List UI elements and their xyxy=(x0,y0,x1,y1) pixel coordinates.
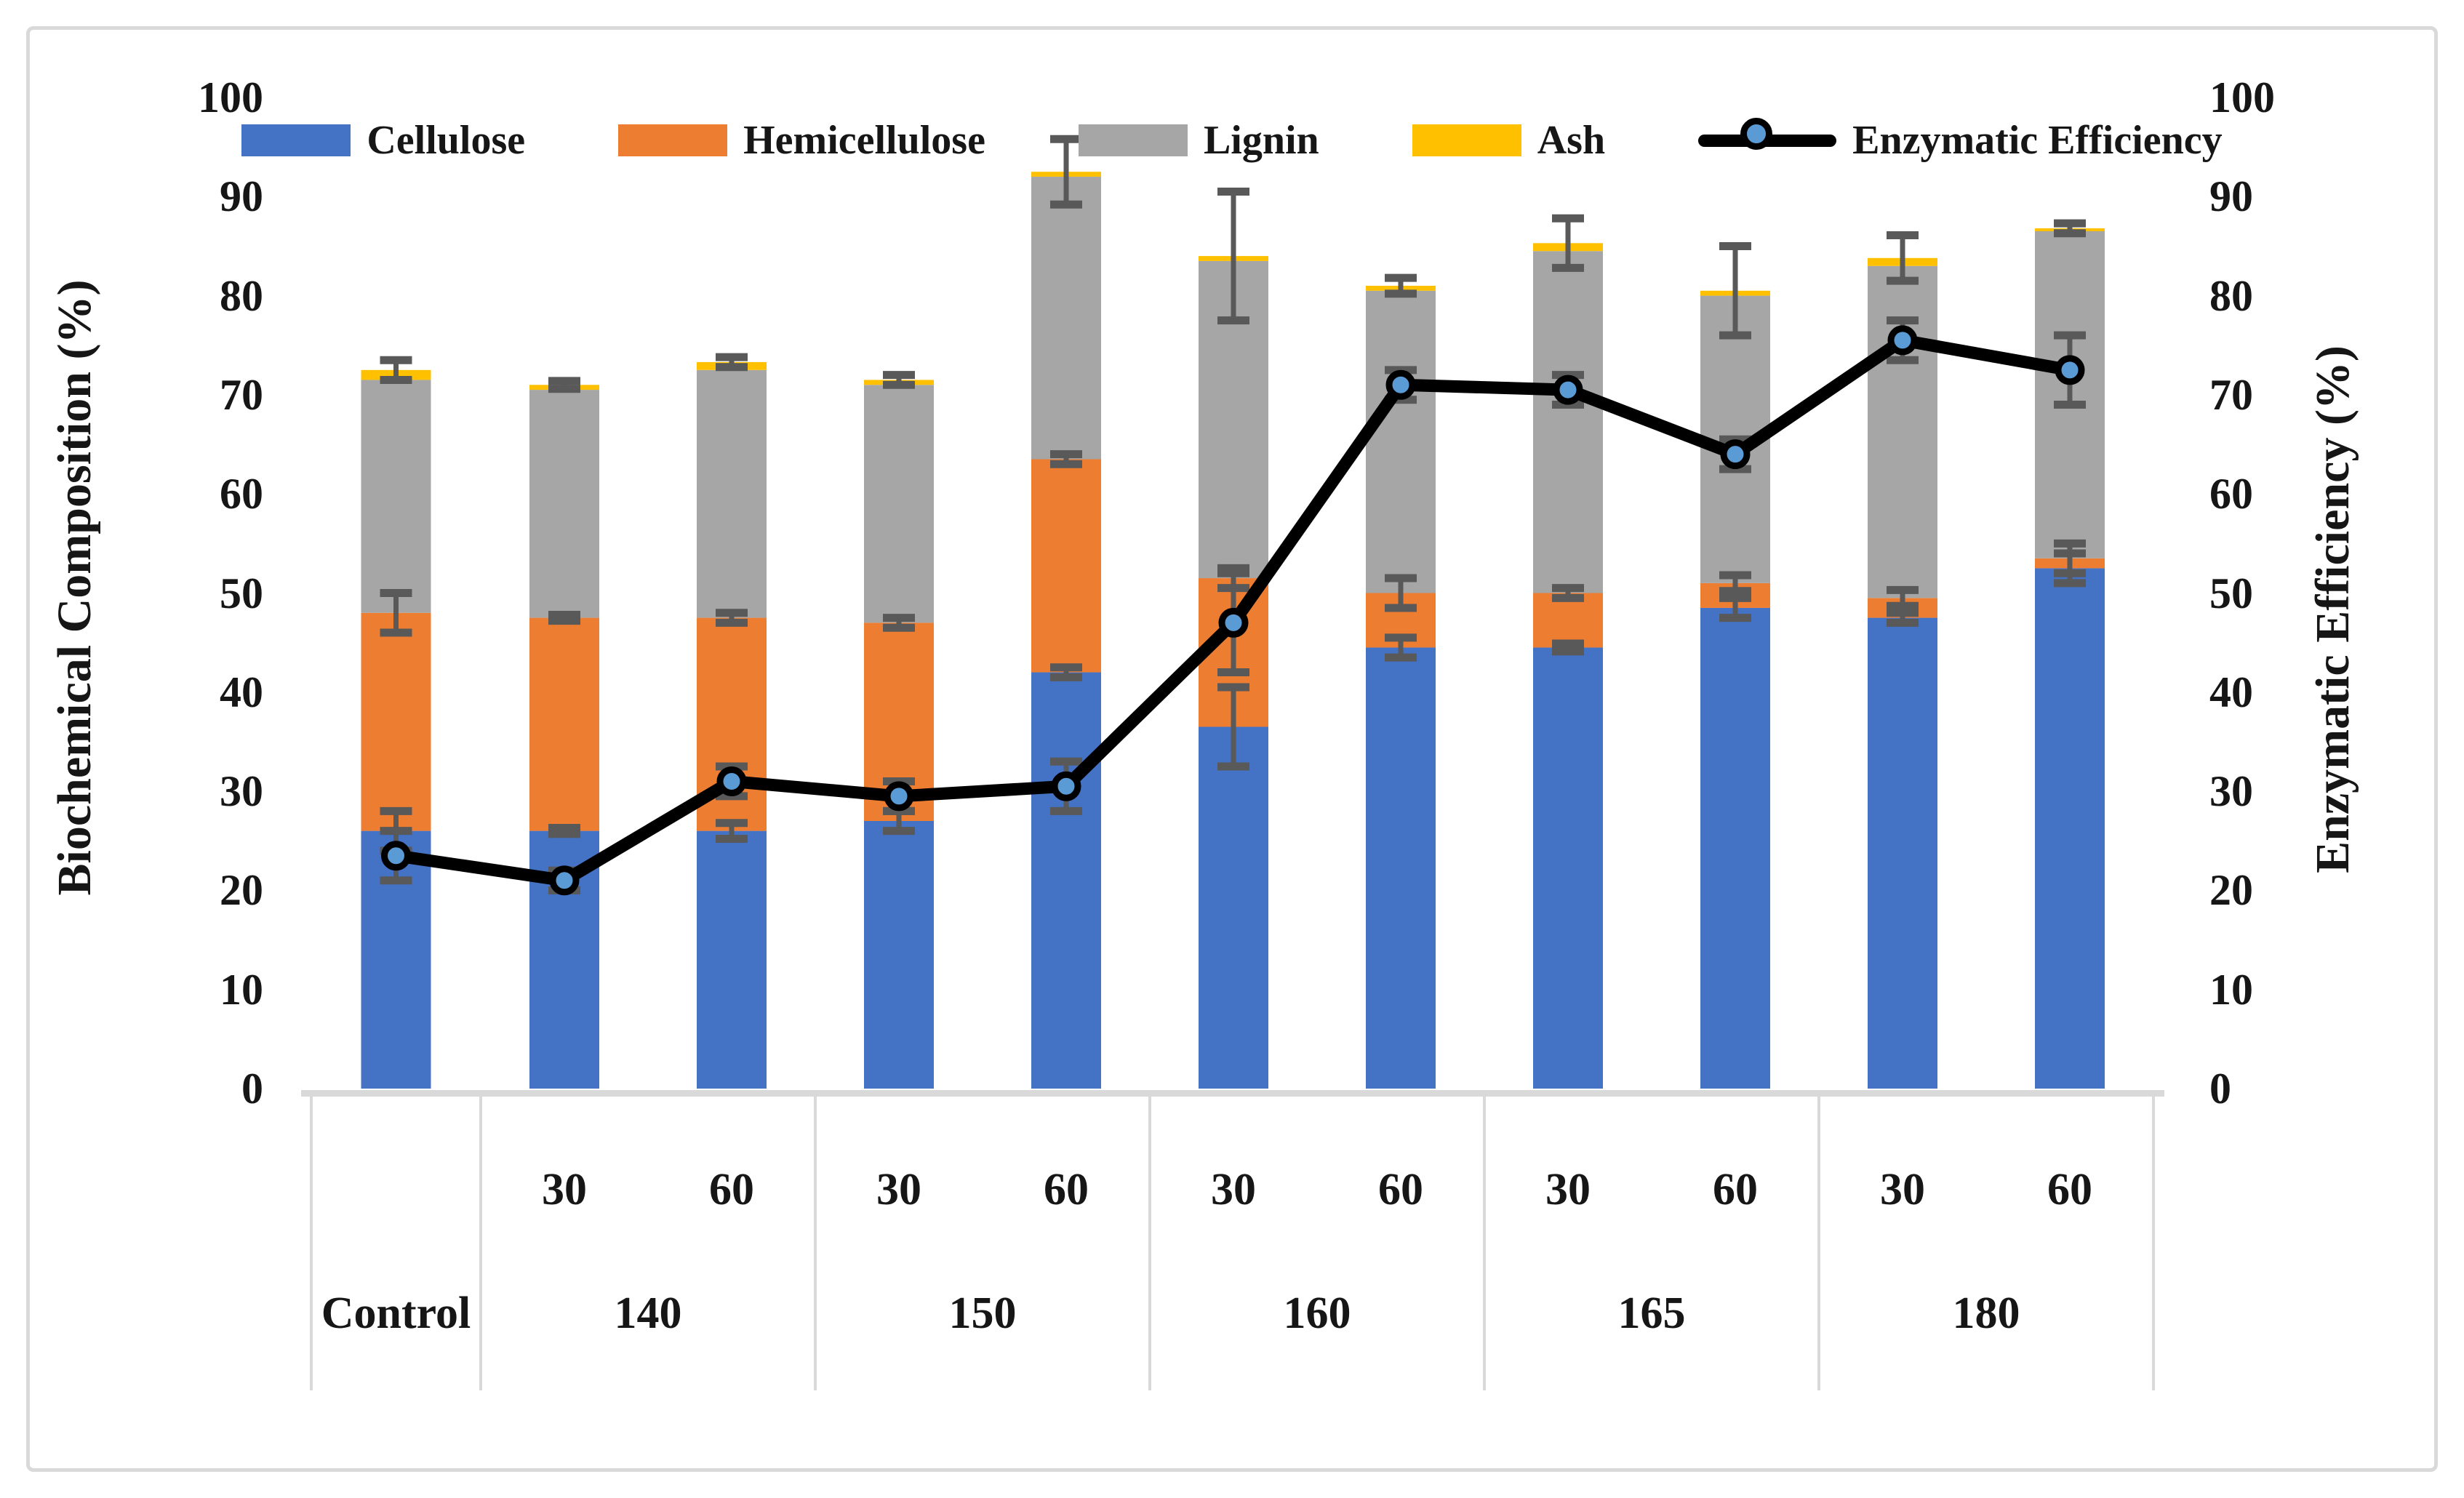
time-label-10: 60 xyxy=(2047,1165,2092,1214)
right-tick-30: 30 xyxy=(2209,767,2253,816)
bar-segment-cellulose-8 xyxy=(1700,607,1770,1089)
group-label-180: 180 xyxy=(1952,1289,2020,1338)
left-tick-50: 50 xyxy=(220,569,263,617)
left-tick-70: 70 xyxy=(220,370,263,419)
bar-segment-cellulose-7 xyxy=(1533,647,1603,1089)
bar-segment-cellulose-4 xyxy=(1031,672,1101,1089)
efficiency-marker-10 xyxy=(2055,355,2085,385)
bar-segment-cellulose-6 xyxy=(1366,647,1436,1089)
legend-item-ash: Ash xyxy=(1412,115,1605,166)
left-tick-80: 80 xyxy=(220,271,263,320)
right-tick-20: 20 xyxy=(2209,866,2253,915)
legend-item-cellulose: Cellulose xyxy=(241,115,525,166)
legend-swatch-cellulose xyxy=(241,124,351,156)
legend-line-marker-icon xyxy=(1698,118,1837,157)
left-tick-40: 40 xyxy=(220,668,263,716)
bar-segment-cellulose-5 xyxy=(1199,726,1268,1089)
efficiency-marker-3 xyxy=(884,781,914,812)
bar-segment-hemicellulose-1 xyxy=(529,617,599,831)
value-axis-line xyxy=(301,1090,2164,1097)
right-tick-10: 10 xyxy=(2209,965,2253,1014)
time-label-2: 60 xyxy=(709,1165,754,1214)
group-label-150: 150 xyxy=(948,1289,1017,1338)
left-tick-90: 90 xyxy=(220,172,263,221)
legend-swatch-lignin xyxy=(1078,124,1188,156)
time-label-1: 30 xyxy=(542,1165,587,1214)
left-tick-20: 20 xyxy=(220,866,263,915)
time-label-7: 30 xyxy=(1545,1165,1591,1214)
legend-item-lignin: Lignin xyxy=(1078,115,1319,166)
time-label-3: 30 xyxy=(876,1165,921,1214)
legend-label-enzymatic-efficiency: Enzymatic Efficiency xyxy=(1852,118,2223,163)
right-tick-40: 40 xyxy=(2209,668,2253,716)
legend-label-hemicellulose: Hemicellulose xyxy=(743,118,985,163)
left-tick-10: 10 xyxy=(220,965,263,1014)
bar-segment-lignin-4 xyxy=(1031,177,1101,460)
left-tick-100: 100 xyxy=(198,73,263,121)
right-tick-60: 60 xyxy=(2209,470,2253,518)
time-label-8: 60 xyxy=(1713,1165,1758,1214)
time-label-6: 60 xyxy=(1378,1165,1423,1214)
bar-segment-lignin-6 xyxy=(1366,290,1436,593)
time-label-4: 60 xyxy=(1044,1165,1089,1214)
bar-segment-cellulose-2 xyxy=(697,830,767,1089)
group-label-165: 165 xyxy=(1617,1289,1686,1338)
efficiency-marker-9 xyxy=(1887,325,1918,356)
efficiency-marker-0 xyxy=(381,841,411,871)
efficiency-marker-8 xyxy=(1720,439,1751,470)
time-label-9: 30 xyxy=(1880,1165,1925,1214)
bar-segment-lignin-1 xyxy=(529,390,599,618)
legend-swatch-hemicellulose xyxy=(618,124,728,156)
bar-segment-lignin-2 xyxy=(697,369,767,618)
left-tick-0: 0 xyxy=(241,1065,263,1113)
right-tick-100: 100 xyxy=(2209,73,2275,121)
efficiency-marker-5 xyxy=(1218,607,1249,638)
right-tick-50: 50 xyxy=(2209,569,2253,617)
bar-segment-lignin-9 xyxy=(1868,265,1937,598)
group-label-140: 140 xyxy=(614,1289,682,1338)
legend-label-cellulose: Cellulose xyxy=(367,118,526,163)
group-label-Control: Control xyxy=(321,1289,471,1338)
right-tick-80: 80 xyxy=(2209,271,2253,320)
bar-segment-cellulose-9 xyxy=(1868,617,1937,1089)
right-tick-90: 90 xyxy=(2209,172,2253,221)
bar-segment-cellulose-10 xyxy=(2035,568,2105,1089)
bar-segment-lignin-3 xyxy=(864,385,934,623)
bar-segment-lignin-0 xyxy=(361,380,431,613)
legend-label-ash: Ash xyxy=(1537,118,1606,163)
legend-item-enzymatic-efficiency: Enzymatic Efficiency xyxy=(1698,115,2223,166)
efficiency-marker-4 xyxy=(1051,771,1081,801)
efficiency-marker-1 xyxy=(549,865,580,896)
right-tick-70: 70 xyxy=(2209,370,2253,419)
legend-item-hemicellulose: Hemicellulose xyxy=(618,115,985,166)
bar-segment-hemicellulose-7 xyxy=(1533,593,1603,648)
efficiency-marker-2 xyxy=(716,766,747,796)
bar-segment-hemicellulose-4 xyxy=(1031,459,1101,673)
bar-segment-cellulose-3 xyxy=(864,820,934,1089)
legend-label-lignin: Lignin xyxy=(1203,118,1319,163)
time-label-5: 30 xyxy=(1211,1165,1256,1214)
bar-segment-lignin-7 xyxy=(1533,251,1603,593)
bar-segment-hemicellulose-0 xyxy=(361,612,431,831)
efficiency-marker-7 xyxy=(1553,374,1583,405)
legend-swatch-ash xyxy=(1412,124,1521,156)
group-label-160: 160 xyxy=(1283,1289,1351,1338)
left-tick-60: 60 xyxy=(220,470,263,518)
right-tick-0: 0 xyxy=(2209,1065,2231,1113)
legend: Cellulose Hemicellulose Lignin Ash Enzymatic… xyxy=(44,115,2420,166)
efficiency-marker-6 xyxy=(1385,369,1416,400)
left-axis-title: Biochemical Composition (%) xyxy=(48,279,101,896)
left-tick-30: 30 xyxy=(220,767,263,816)
legend-marker-dot xyxy=(1740,118,1773,150)
